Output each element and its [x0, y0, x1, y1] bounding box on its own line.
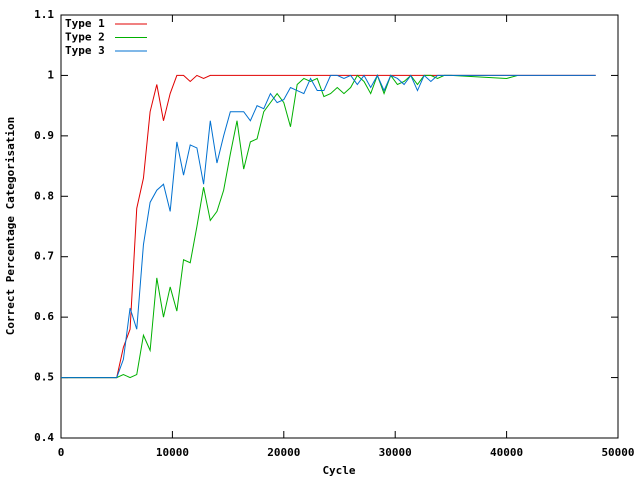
legend-label: Type 1	[65, 17, 105, 30]
y-tick-label: 0.4	[34, 431, 54, 444]
y-tick-label: 1.1	[34, 8, 54, 21]
series-line	[61, 74, 596, 379]
y-axis-label: Correct Percentage Categorisation	[4, 117, 17, 336]
x-tick-label: 20000	[267, 446, 300, 459]
x-tick-label: 0	[58, 446, 65, 459]
x-tick-label: 30000	[379, 446, 412, 459]
x-tick-label: 50000	[601, 446, 634, 459]
y-tick-label: 0.5	[34, 371, 54, 384]
series-line	[61, 73, 518, 379]
y-tick-label: 0.6	[34, 310, 54, 323]
legend-label: Type 3	[65, 44, 105, 57]
x-axis-label: Cycle	[322, 464, 355, 477]
x-tick-label: 10000	[156, 446, 189, 459]
y-tick-label: 0.9	[34, 129, 54, 142]
plot-frame	[60, 14, 619, 439]
y-tick-label: 0.7	[34, 250, 54, 263]
legend-label: Type 2	[65, 31, 105, 44]
x-tick-label: 40000	[490, 446, 523, 459]
series-line	[61, 74, 596, 379]
y-tick-label: 0.8	[34, 189, 54, 202]
y-tick-label: 1	[47, 68, 54, 81]
